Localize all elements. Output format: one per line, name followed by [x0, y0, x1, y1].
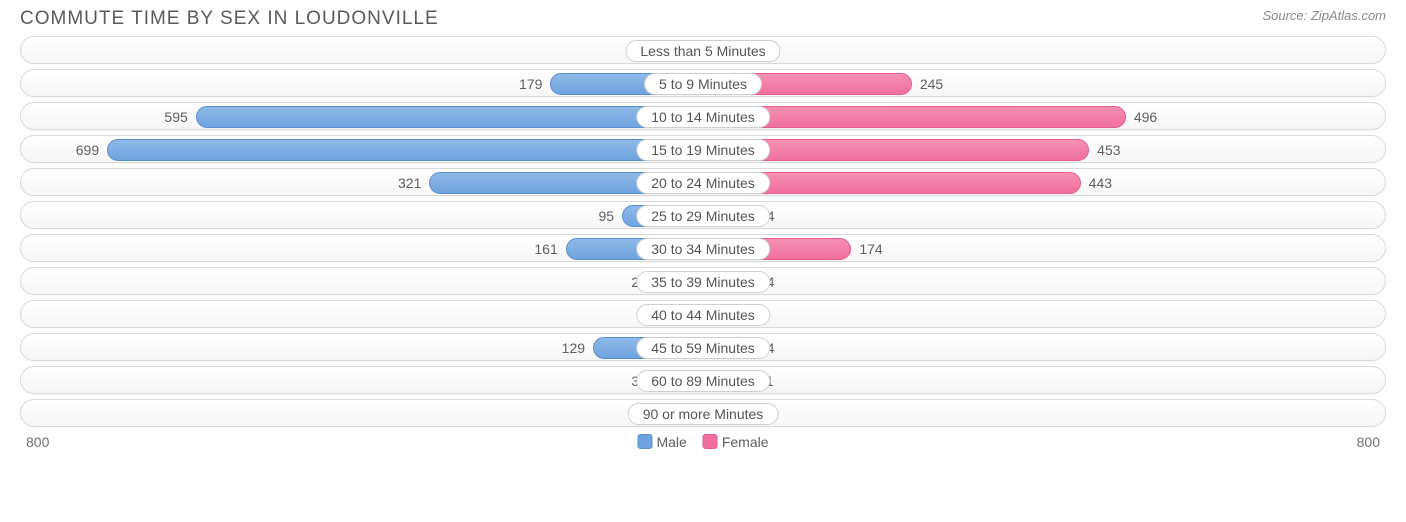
category-label: Less than 5 Minutes	[625, 40, 780, 62]
chart-row: 41690 or more Minutes	[20, 399, 1386, 427]
female-value: 496	[1134, 103, 1157, 131]
category-label: 15 to 19 Minutes	[636, 139, 770, 161]
chart-row: 179 245 5 to 9 Minutes	[20, 69, 1386, 97]
category-label: 25 to 29 Minutes	[636, 205, 770, 227]
chart-row: 0940 to 44 Minutes	[20, 300, 1386, 328]
male-value: 321	[398, 169, 421, 197]
female-value: 453	[1097, 136, 1120, 164]
male-value: 179	[519, 70, 542, 98]
male-value: 699	[76, 136, 99, 164]
legend-female: Female	[703, 434, 769, 450]
chart-row: 4418Less than 5 Minutes	[20, 36, 1386, 64]
chart-row: 301160 to 89 Minutes	[20, 366, 1386, 394]
category-label: 30 to 34 Minutes	[636, 238, 770, 260]
axis-max-right: 800	[1357, 434, 1380, 450]
chart-area: 4418Less than 5 Minutes 179 245 5 to 9 Minu…	[0, 36, 1406, 427]
chart-row: 243435 to 39 Minutes	[20, 267, 1386, 295]
male-value: 595	[164, 103, 187, 131]
legend-female-label: Female	[722, 434, 769, 450]
male-bar	[196, 106, 703, 128]
chart-row: 161 174 30 to 34 Minutes	[20, 234, 1386, 262]
category-label: 20 to 24 Minutes	[636, 172, 770, 194]
category-label: 60 to 89 Minutes	[636, 370, 770, 392]
category-label: 35 to 39 Minutes	[636, 271, 770, 293]
chart-source: Source: ZipAtlas.com	[1262, 8, 1386, 23]
category-label: 40 to 44 Minutes	[636, 304, 770, 326]
legend-male: Male	[637, 434, 686, 450]
legend: Male Female	[637, 434, 768, 450]
male-value: 161	[534, 235, 557, 263]
chart-row: 1293445 to 59 Minutes	[20, 333, 1386, 361]
female-value: 174	[859, 235, 882, 263]
chart-row: 595 496 10 to 14 Minutes	[20, 102, 1386, 130]
category-label: 5 to 9 Minutes	[644, 73, 762, 95]
female-swatch-icon	[703, 434, 718, 449]
male-value: 95	[598, 202, 614, 230]
female-value: 443	[1089, 169, 1112, 197]
male-swatch-icon	[637, 434, 652, 449]
axis-max-left: 800	[26, 434, 49, 450]
legend-male-label: Male	[656, 434, 686, 450]
category-label: 45 to 59 Minutes	[636, 337, 770, 359]
category-label: 10 to 14 Minutes	[636, 106, 770, 128]
chart-row: 699 453 15 to 19 Minutes	[20, 135, 1386, 163]
category-label: 90 or more Minutes	[628, 403, 779, 425]
female-value: 245	[920, 70, 943, 98]
male-value: 129	[562, 334, 585, 362]
chart-title: COMMUTE TIME BY SEX IN LOUDONVILLE	[20, 8, 439, 30]
chart-row: 955425 to 29 Minutes	[20, 201, 1386, 229]
chart-row: 321 443 20 to 24 Minutes	[20, 168, 1386, 196]
chart-footer: 800 Male Female 800	[0, 432, 1406, 462]
male-bar	[107, 139, 703, 161]
